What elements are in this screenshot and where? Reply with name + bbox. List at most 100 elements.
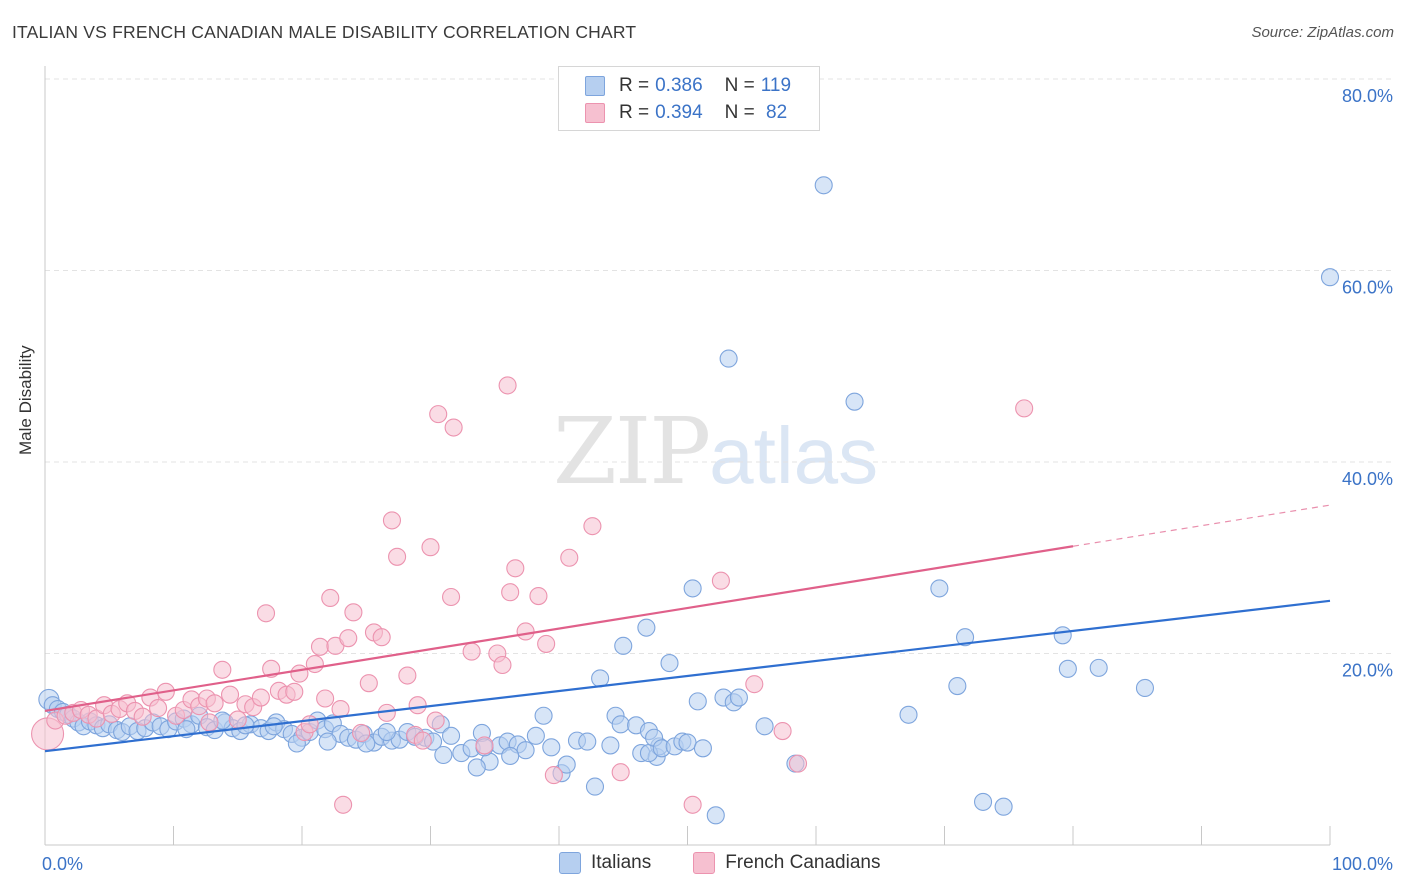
point-french-canadians <box>583 517 602 536</box>
watermark-atlas: atlas <box>709 411 879 500</box>
legend-item-italians[interactable]: Italians <box>559 852 651 874</box>
point-french-canadians <box>290 664 309 683</box>
point-italians <box>948 677 967 696</box>
y-axis-label: Male Disability <box>16 345 35 455</box>
source-label: Source: ZipAtlas.com <box>1251 24 1394 41</box>
r-value-french: 0.394 <box>655 102 703 123</box>
italians-swatch <box>585 76 605 96</box>
trend-line-french-canadians <box>44 545 1074 713</box>
point-french-canadians <box>442 587 461 607</box>
point-french-canadians <box>316 689 335 708</box>
italians-legend-swatch <box>559 852 581 874</box>
point-french-canadians <box>372 628 391 647</box>
point-french-canadians <box>382 511 402 530</box>
point-french-canadians <box>149 699 168 718</box>
point-italians <box>557 755 576 774</box>
point-french-canadians <box>529 586 548 606</box>
point-italians <box>683 579 702 598</box>
point-italians <box>501 746 520 766</box>
point-french-canadians <box>339 629 358 648</box>
point-french-canadians <box>537 634 556 653</box>
point-french-canadians <box>611 763 630 782</box>
point-italians <box>526 726 545 745</box>
point-french-canadians <box>388 547 407 566</box>
x-tick-label: 100.0% <box>1332 854 1393 874</box>
r-value-italians: 0.386 <box>655 75 703 96</box>
legend-item-french-canadians[interactable]: French Canadians <box>693 852 880 874</box>
point-french-canadians <box>205 694 224 713</box>
point-french-canadians <box>213 660 232 679</box>
point-french-canadians <box>506 559 525 578</box>
r-label: R = <box>619 75 650 96</box>
point-italians <box>930 579 949 598</box>
point-italians <box>755 717 774 736</box>
point-italians <box>516 741 535 760</box>
point-italians <box>719 349 738 368</box>
point-french-canadians <box>745 675 764 694</box>
point-italians <box>688 692 707 711</box>
y-tick-label: 60.0% <box>1342 278 1393 298</box>
point-italians <box>591 669 610 688</box>
point-italians <box>814 176 833 195</box>
point-italians <box>578 732 597 751</box>
point-italians <box>467 758 486 777</box>
axes <box>44 66 1331 846</box>
watermark: ZIPatlas <box>553 398 878 505</box>
n-label: N = <box>724 102 755 123</box>
y-tick-label: 40.0% <box>1342 469 1393 489</box>
point-french-canadians <box>228 710 247 729</box>
point-french-canadians <box>475 736 494 755</box>
point-french-canadians <box>429 405 448 424</box>
point-italians <box>1089 658 1108 677</box>
point-french-canadians <box>334 795 353 814</box>
point-italians <box>706 806 725 825</box>
point-french-canadians <box>560 548 579 567</box>
point-french-canadians <box>544 766 563 785</box>
point-french-canadians <box>220 685 240 704</box>
n-value-italians: 119 <box>760 75 792 96</box>
point-french-canadians <box>359 674 378 693</box>
point-french-canadians <box>1015 399 1034 418</box>
point-italians <box>1058 659 1077 678</box>
y-tick-label: 20.0% <box>1342 661 1393 681</box>
point-italians <box>845 392 864 411</box>
n-label: N = <box>724 75 755 96</box>
point-french-canadians <box>426 711 445 730</box>
point-italians <box>994 797 1013 816</box>
point-italians <box>534 706 553 725</box>
point-french-canadians <box>256 604 276 623</box>
point-italians <box>585 777 605 796</box>
point-italians <box>1053 626 1072 645</box>
point-french-canadians <box>285 682 304 701</box>
point-italians <box>956 628 975 647</box>
trend-line-italians <box>44 599 1331 753</box>
trend-extension-french-canadians <box>1072 504 1331 547</box>
point-italians <box>637 618 656 637</box>
point-italians <box>899 705 918 724</box>
point-italians <box>442 726 461 745</box>
point-french-canadians <box>408 696 427 715</box>
series-french-canadians <box>31 376 1034 814</box>
point-italians <box>377 722 396 742</box>
tick-labels: 20.0% 40.0% 60.0% 80.0% 0.0% 100.0% <box>42 86 1393 874</box>
point-french-canadians <box>421 538 440 557</box>
grid-lines <box>45 78 1393 654</box>
y-tick-label: 80.0% <box>1342 86 1393 106</box>
point-french-canadians <box>444 418 463 437</box>
point-french-canadians <box>493 655 512 675</box>
point-italians <box>693 739 712 758</box>
point-italians <box>434 745 453 765</box>
x-tick-label: 0.0% <box>42 854 83 874</box>
point-italians <box>1135 678 1155 698</box>
legend-label-italians: Italians <box>591 852 652 873</box>
point-italians <box>973 792 993 811</box>
n-value-french: 82 <box>760 102 788 123</box>
point-french-canadians <box>501 583 520 602</box>
point-french-canadians <box>321 588 340 608</box>
legend-label-french-canadians: French Canadians <box>725 852 881 873</box>
french-legend-swatch <box>693 852 716 874</box>
point-italians <box>1320 268 1340 287</box>
point-italians <box>542 738 561 757</box>
point-italians <box>614 636 633 655</box>
